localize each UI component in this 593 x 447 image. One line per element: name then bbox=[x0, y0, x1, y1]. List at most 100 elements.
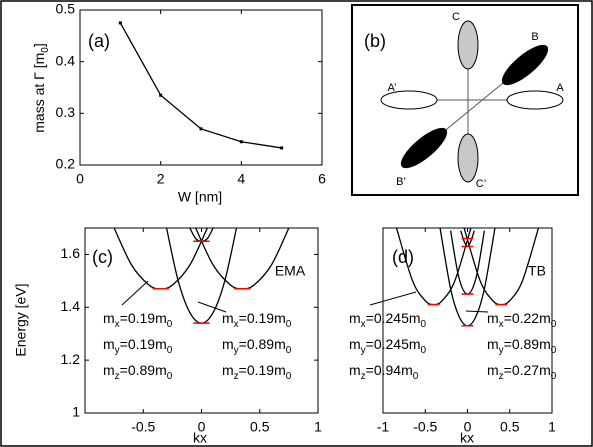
x-tick-label: 0 bbox=[464, 419, 472, 435]
annotation: EMA bbox=[275, 263, 306, 279]
mass-label-part: =0.27m bbox=[504, 362, 551, 378]
y-axis-label: mass at Γ [m0] bbox=[31, 43, 51, 133]
y-tick-label: 1.4 bbox=[61, 298, 81, 314]
point bbox=[239, 140, 243, 144]
pointer-line bbox=[121, 280, 149, 306]
mass-label-part: 0 bbox=[286, 319, 292, 330]
point bbox=[159, 93, 163, 97]
y-tick-label: 1 bbox=[72, 404, 80, 420]
mass-label-part: z bbox=[234, 371, 239, 382]
mass-label: my=0.19m0 bbox=[103, 336, 173, 356]
mass-label-part: y bbox=[361, 345, 366, 356]
x-tick-label: 0.5 bbox=[250, 419, 270, 435]
mass-label-part: 0 bbox=[167, 371, 173, 382]
mass-label-part: =0.89m bbox=[239, 336, 286, 352]
x-axis-label: kx bbox=[193, 430, 207, 446]
valley-ellipse bbox=[400, 127, 448, 169]
mass-label-part: =0.19m bbox=[120, 310, 167, 326]
y-axis-label-part: 0 bbox=[40, 47, 51, 53]
plot-frame bbox=[84, 227, 319, 414]
y-axis-label-part: mass at Γ [m bbox=[31, 53, 47, 133]
mass-label-part: m bbox=[349, 310, 361, 326]
mass-label-part: x bbox=[499, 319, 504, 330]
mass-label: mx=0.245m0 bbox=[349, 310, 427, 330]
mass-label: my=0.89m0 bbox=[222, 336, 292, 356]
x-tick-label: 1 bbox=[314, 419, 322, 435]
x-tick-label: 0.5 bbox=[500, 419, 520, 435]
pointer-line bbox=[197, 301, 227, 313]
mass-label-part: 0 bbox=[167, 319, 173, 330]
mass-label: mx=0.19m0 bbox=[222, 310, 292, 330]
mass-label: mz=0.27m0 bbox=[487, 362, 557, 382]
plot-area bbox=[118, 21, 284, 150]
mass-label: mz=0.94m0 bbox=[349, 362, 419, 382]
valley-label: B’ bbox=[396, 176, 406, 188]
mass-label-part: x bbox=[234, 319, 239, 330]
mass-label-part: 0 bbox=[286, 371, 292, 382]
plot-frame bbox=[382, 227, 553, 414]
y-tick-label: 0.4 bbox=[56, 52, 76, 68]
valley-label: C bbox=[452, 11, 460, 23]
y-axis-label: Energy [eV] bbox=[13, 283, 29, 356]
mass-label-part: 0 bbox=[413, 371, 419, 382]
point bbox=[118, 21, 122, 25]
plot-area bbox=[395, 228, 540, 327]
mass-label-part: =0.89m bbox=[504, 336, 551, 352]
x-tick-label: 0 bbox=[76, 171, 84, 187]
valley-label: A bbox=[556, 82, 564, 94]
y-tick-label: 1.6 bbox=[61, 245, 81, 261]
mass-label-part: =0.19m bbox=[239, 310, 286, 326]
panel-label: (d) bbox=[392, 247, 414, 267]
valley-label: A’ bbox=[388, 82, 397, 94]
mass-label-part: 0 bbox=[421, 319, 427, 330]
x-tick-label: -1 bbox=[377, 419, 390, 435]
pointer-line bbox=[369, 291, 417, 306]
mass-label-part: 0 bbox=[167, 345, 173, 356]
mass-label: mx=0.22m0 bbox=[487, 310, 557, 330]
valley-ellipse bbox=[506, 90, 564, 110]
diagram: (b) C B A’ A B’ C’ bbox=[351, 4, 579, 196]
mass-label: mx=0.19m0 bbox=[103, 310, 173, 330]
mass-label-part: =0.245m bbox=[366, 336, 421, 352]
panel-label: (b) bbox=[364, 31, 386, 51]
mass-label-part: 0 bbox=[551, 319, 557, 330]
mass-label-part: 0 bbox=[286, 345, 292, 356]
x-axis-label: kx bbox=[460, 430, 474, 446]
x-tick-label: 4 bbox=[237, 171, 245, 187]
mass-label-part: y bbox=[234, 345, 239, 356]
panel-label: (c) bbox=[92, 247, 113, 267]
y-tick-label: 0.5 bbox=[56, 1, 76, 17]
valley-ellipse bbox=[501, 44, 549, 86]
mass-label-part: =0.19m bbox=[239, 362, 286, 378]
mass-label-part: 0 bbox=[551, 371, 557, 382]
annotation: TB bbox=[528, 263, 546, 279]
mass-label-part: y bbox=[499, 345, 504, 356]
valley-ellipse bbox=[457, 133, 479, 183]
pointer-line bbox=[465, 310, 489, 313]
plot-frame bbox=[79, 9, 323, 166]
mass-label-part: m bbox=[222, 362, 234, 378]
mass-label-part: z bbox=[361, 371, 366, 382]
mass-label-part: m bbox=[487, 362, 499, 378]
mass-label-part: 0 bbox=[551, 345, 557, 356]
plot-area bbox=[113, 228, 290, 324]
x-tick-label: -0.5 bbox=[131, 419, 155, 435]
mass-label-part: z bbox=[115, 371, 120, 382]
valley-ellipse bbox=[457, 20, 479, 70]
mass-label-part: m bbox=[103, 310, 115, 326]
mass-label-part: m bbox=[222, 310, 234, 326]
x-tick-label: -0.5 bbox=[413, 419, 437, 435]
y-tick-label: 0.2 bbox=[56, 156, 76, 172]
y-axis-label-part: ] bbox=[31, 43, 47, 47]
mass-label-part: 0 bbox=[421, 345, 427, 356]
x-tick-label: 0 bbox=[198, 419, 206, 435]
valley-ellipse bbox=[380, 90, 438, 110]
mass-label-part: m bbox=[103, 336, 115, 352]
mass-label-part: y bbox=[115, 345, 120, 356]
mass-label-part: m bbox=[487, 336, 499, 352]
valley-label: B bbox=[531, 31, 538, 43]
mass-label-part: m bbox=[349, 336, 361, 352]
mass-label-part: m bbox=[103, 362, 115, 378]
x-tick-label: 1 bbox=[548, 419, 556, 435]
